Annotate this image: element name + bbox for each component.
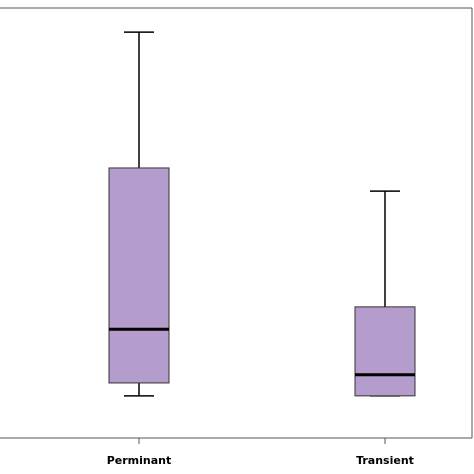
box bbox=[354, 306, 416, 397]
box bbox=[108, 167, 170, 384]
x-tick-label: Transient bbox=[356, 454, 414, 467]
x-tick-label: Perminant bbox=[107, 454, 172, 467]
